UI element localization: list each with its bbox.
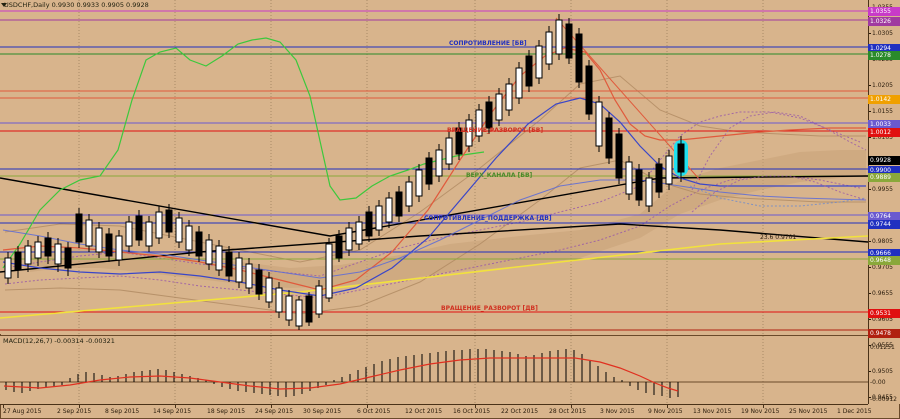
price-tick: 1.0155 (869, 107, 900, 116)
candlestick-series (4, 14, 673, 330)
time-tick (475, 405, 476, 408)
annotation-reversal-bv: ВРАЩЕНИЕ_РАЗВОРОТ [БВ] (447, 127, 544, 134)
time-label: 3 Nov 2015 (600, 408, 635, 415)
time-label: 6 Oct 2015 (357, 408, 391, 415)
macd-axis-label: -0.00 (870, 379, 886, 386)
time-label: 19 Nov 2015 (741, 408, 780, 415)
time-label: 28 Oct 2015 (549, 408, 587, 415)
macd-pane[interactable]: MACD(12,26,7) -0.00314 -0.00321 (0, 335, 868, 405)
time-label: 9 Nov 2015 (648, 408, 683, 415)
price-level-label: 1.0355 (868, 7, 900, 16)
time-scale[interactable]: 27 Aug 2015 2 Sep 2015 8 Sep 2015 14 Sep… (0, 404, 872, 419)
time-label: 25 Nov 2015 (789, 408, 828, 415)
price-level-label: 0.9666 (868, 249, 900, 258)
annotation-resistance-bv: СОПРОТИВЛЕНИЕ [БВ] (449, 40, 527, 47)
price-level-label: 1.0012 (868, 128, 900, 137)
time-tick (271, 405, 272, 408)
price-tick: 0.9555 (869, 341, 900, 350)
price-tick: 0.9805 (869, 237, 900, 246)
price-tick: 0.9655 (869, 289, 900, 298)
time-tick (3, 405, 4, 408)
macd-axis-label: 0.01251 (870, 344, 895, 351)
price-pane[interactable]: СОПРОТИВЛЕНИЕ [БВ] ВРАЩЕНИЕ_РАЗВОРОТ [БВ… (0, 0, 868, 334)
annotation-channel-top-bv: ВЕРХ_КАНАЛА [БВ] (466, 172, 533, 179)
price-tick: 0.9455 (869, 393, 900, 402)
fibonacci-level-label: 23.6 0.9701 (760, 234, 797, 241)
time-label: 22 Oct 2015 (501, 408, 539, 415)
selected-candle-highlight (674, 136, 688, 182)
price-tick: 0.9605 (869, 315, 900, 324)
time-label: 30 Sep 2015 (303, 408, 342, 415)
price-level-label: 1.0294 (868, 44, 900, 53)
time-label: 12 Oct 2015 (405, 408, 443, 415)
price-level-label: 1.0142 (868, 95, 900, 104)
current-price-label: 0.9928 (868, 156, 900, 165)
time-tick (667, 405, 668, 408)
price-level-label: 1.0278 (868, 51, 900, 60)
price-level-label: 1.0326 (868, 17, 900, 26)
price-level-label: 0.9531 (868, 309, 900, 318)
price-tick: 1.0105 (869, 133, 900, 142)
price-tick: 0.9705 (869, 263, 900, 272)
time-label: 18 Sep 2015 (207, 408, 246, 415)
time-label: 16 Oct 2015 (453, 408, 491, 415)
time-label: 13 Nov 2015 (693, 408, 732, 415)
time-label: 2 Sep 2015 (57, 408, 92, 415)
price-chart-svg (0, 0, 868, 334)
price-level-label: 1.0033 (868, 120, 900, 129)
macd-indicator-label: MACD(12,26,7) -0.00314 -0.00321 (3, 337, 115, 345)
price-level-label: 0.9764 (868, 212, 900, 221)
macd-axis-label: -0.00912 (870, 396, 897, 403)
price-level-label: 0.9889 (868, 173, 900, 182)
time-tick (79, 405, 80, 408)
price-scale[interactable]: 1.0355 1.0305 1.0255 1.0205 1.0155 1.010… (868, 0, 900, 404)
price-tick: 0.9505 (869, 367, 900, 376)
price-level-label: 0.9478 (868, 329, 900, 338)
price-tick: 1.0305 (869, 29, 900, 38)
time-label: 1 Dec 2015 (837, 408, 872, 415)
time-label: 24 Sep 2015 (255, 408, 294, 415)
time-label: 8 Sep 2015 (105, 408, 140, 415)
price-tick: 1.0205 (869, 81, 900, 90)
macd-chart-svg (0, 336, 868, 405)
time-tick (571, 405, 572, 408)
time-tick (175, 405, 176, 408)
time-tick (367, 405, 368, 408)
symbol-period-label: USDCHF,Daily 0.9930 0.9933 0.9905 0.9928 (4, 1, 149, 9)
price-level-label: 0.9900 (868, 166, 900, 175)
price-level-label: 0.9744 (868, 220, 900, 229)
triangle-down-icon[interactable] (1, 3, 7, 7)
time-tick (763, 405, 764, 408)
time-label: 27 Aug 2015 (3, 408, 42, 415)
annotation-support-resistance-dv: СОПРОТИВЛЕНИЕ_ПОДДЕРЖКА [ДВ] (424, 215, 552, 222)
price-level-label: 0.9648 (868, 256, 900, 265)
price-tick: 0.9955 (869, 185, 900, 194)
time-label: 14 Sep 2015 (153, 408, 192, 415)
annotation-reversal-dv: ВРАЩЕНИЕ_РАЗВОРОТ [ДВ] (441, 305, 538, 312)
